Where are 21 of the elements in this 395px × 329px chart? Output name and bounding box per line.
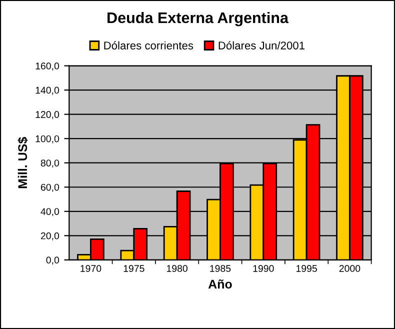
x-tick-label: 1975 xyxy=(124,265,144,272)
y-tick-label: 120,0 xyxy=(36,111,60,120)
x-axis-title: Año xyxy=(208,279,232,289)
y-tick-label: 0,0 xyxy=(46,256,60,265)
x-tick-label: 1995 xyxy=(296,265,317,272)
x-tick-label: 1970 xyxy=(80,265,102,272)
y-tick-label: 100,0 xyxy=(36,135,60,144)
y-tick-label: 60,0 xyxy=(40,184,60,192)
y-tick-label: 140,0 xyxy=(36,86,60,95)
x-tick-label: 1990 xyxy=(253,265,274,272)
x-tick-label: 2000 xyxy=(339,265,360,272)
y-tick-label: 40,0 xyxy=(40,208,60,216)
chart-title: Deuda Externa Argentina xyxy=(108,12,289,26)
y-tick-label: 20,0 xyxy=(40,232,60,240)
y-tick-label: 80,0 xyxy=(40,160,60,168)
legend-label: Dólares corrientes xyxy=(104,41,194,50)
y-axis-title: Mill. US$ xyxy=(18,136,28,188)
x-tick-label: 1985 xyxy=(210,265,231,272)
legend-label: Dólares Jun/2001 xyxy=(218,41,304,50)
y-tick-label: 160,0 xyxy=(36,62,60,71)
x-tick-label: 1980 xyxy=(166,265,188,272)
